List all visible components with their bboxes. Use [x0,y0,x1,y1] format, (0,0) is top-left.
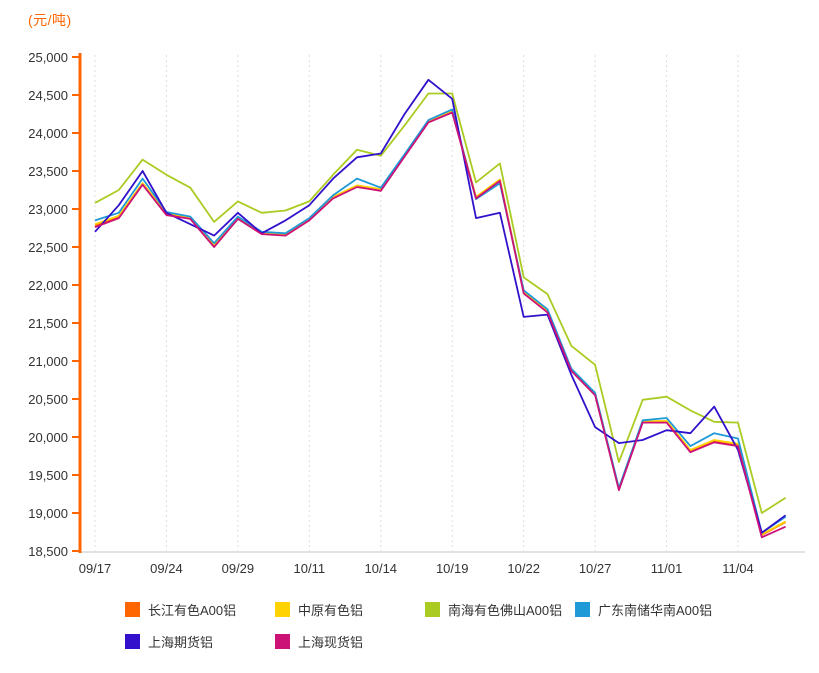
y-axis-tick-label: 22,500 [28,240,68,255]
series-line-南海有色佛山A00铝 [94,92,787,514]
y-axis-tick-label: 24,000 [28,126,68,141]
y-axis-tick-label: 25,000 [28,50,68,65]
legend-item-长江有色A00铝: 长江有色A00铝 [125,600,275,619]
y-axis-tick-label: 20,000 [28,430,68,445]
x-axis-tick-label: 10/22 [507,561,540,576]
legend-item-上海期货铝: 上海期货铝 [125,632,275,651]
y-axis-tick-label: 21,500 [28,316,68,331]
x-axis-tick-label: 09/24 [150,561,183,576]
y-axis-tick-label: 23,500 [28,164,68,179]
series-line-广东南储华南A00铝 [94,108,787,534]
x-axis-tick-label: 10/27 [579,561,612,576]
legend-label: 广东南储华南A00铝 [598,603,713,618]
x-axis-tick-label: 11/01 [651,561,683,576]
legend-swatch [125,634,140,649]
chart-legend: 长江有色A00铝 中原有色铝 南海有色佛山A00铝 广东南储华南A00铝上海期货铝 上海… [125,600,735,651]
legend-label: 南海有色佛山A00铝 [448,603,563,618]
series-line-中原有色铝 [94,110,787,536]
legend-item-中原有色铝: 中原有色铝 [275,600,425,619]
legend-swatch [275,602,290,617]
y-axis-tick-label: 21,000 [28,354,68,369]
legend-label: 长江有色A00铝 [148,603,237,618]
price-chart-svg: 25,000 24,500 24,000 23,500 23,000 22,500 22,0… [28,50,805,576]
legend-label: 中原有色铝 [298,603,364,618]
series-line-长江有色A00铝 [94,110,787,536]
y-axis-tick-label: 23,000 [28,202,68,217]
series-line-上海现货铝 [94,111,786,539]
y-axis-tick-label: 22,000 [28,278,68,293]
x-axis-tick-label: 11/04 [722,561,754,576]
y-axis-tick-label: 18,500 [28,544,68,559]
legend-swatch [125,602,140,617]
y-axis-tick-label: 19,500 [28,468,68,483]
legend-item-广东南储华南A00铝: 广东南储华南A00铝 [575,600,735,619]
x-axis-tick-label: 10/14 [365,561,398,576]
x-axis-tick-label: 10/11 [294,561,326,576]
y-axis-tick-label: 20,500 [28,392,68,407]
legend-item-南海有色佛山A00铝: 南海有色佛山A00铝 [425,600,575,619]
series-line-上海期货铝 [94,78,787,534]
legend-swatch [275,634,290,649]
legend-item-上海现货铝: 上海现货铝 [275,632,425,651]
x-axis-tick-label: 10/19 [436,561,469,576]
legend-swatch [575,602,590,617]
x-axis-tick-label: 09/17 [79,561,112,576]
y-axis-unit-label: (元/吨) [28,12,72,28]
x-axis-tick-label: 09/29 [222,561,255,576]
y-axis-tick-label: 24,500 [28,88,68,103]
legend-label: 上海现货铝 [298,635,364,650]
legend-swatch [425,602,440,617]
legend-label: 上海期货铝 [148,635,214,650]
y-axis-tick-label: 19,000 [28,506,68,521]
